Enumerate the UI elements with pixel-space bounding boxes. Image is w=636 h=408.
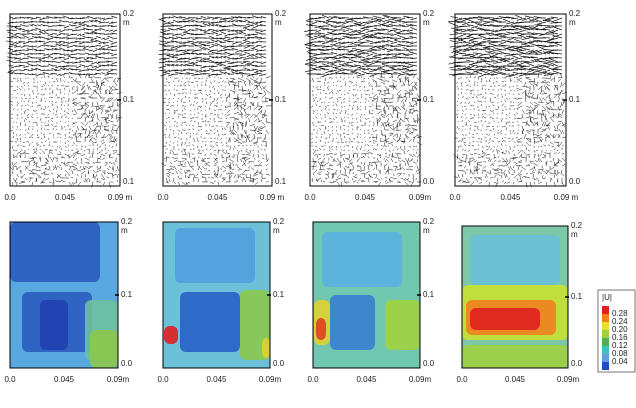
y-tick-label: m xyxy=(569,18,576,27)
x-tick-label: 0.09m xyxy=(259,375,282,384)
x-tick-label: 0.0 xyxy=(307,375,319,384)
contour-region xyxy=(175,228,255,283)
contour-map xyxy=(10,222,118,368)
y-tick-label: 0.0 xyxy=(273,359,285,368)
y-tick-label: 0.1 xyxy=(569,95,581,104)
x-tick-label: 0.09 m xyxy=(108,193,133,202)
x-tick-label: 0.09m xyxy=(107,375,130,384)
x-tick-label: 0.0 xyxy=(449,193,461,202)
y-tick-label: 0.0 xyxy=(121,359,133,368)
y-tick-label: 0.2 xyxy=(123,9,135,18)
x-tick-label: 0.045 xyxy=(500,193,521,202)
y-tick-label: m xyxy=(121,226,128,235)
contour-region xyxy=(470,235,560,285)
y-tick-label: 0.1 xyxy=(571,292,583,301)
y-tick-label: 0.1 xyxy=(123,177,135,186)
y-tick-label: m xyxy=(423,226,430,235)
contour-region xyxy=(470,308,540,330)
y-tick-label: 0.0 xyxy=(423,359,435,368)
contour-region xyxy=(316,318,326,340)
contour-region xyxy=(322,232,402,287)
vector-field xyxy=(159,14,272,186)
y-tick-label: m xyxy=(423,18,430,27)
x-tick-label: 0.045 xyxy=(206,375,227,384)
y-tick-label: m xyxy=(123,18,130,27)
x-tick-label: 0.09m xyxy=(409,193,432,202)
y-tick-label: 0.1 xyxy=(275,95,287,104)
y-tick-label: 0.2 xyxy=(569,9,581,18)
y-tick-label: 0.2 xyxy=(275,9,287,18)
contour-region xyxy=(164,326,178,344)
contour-region xyxy=(462,345,568,368)
colorbar: |U|0.280.240.200.160.120.080.04 xyxy=(598,290,635,372)
figure: 0.00.0450.09 m0.2m0.10.10.00.0450.09 m0.… xyxy=(0,0,636,408)
contour-region xyxy=(10,222,100,282)
x-tick-label: 0.0 xyxy=(304,193,316,202)
y-tick-label: 0.2 xyxy=(273,217,285,226)
x-tick-label: 0.09m xyxy=(409,375,432,384)
vector-field xyxy=(6,14,121,188)
y-tick-label: 0.2 xyxy=(423,217,435,226)
contour-map xyxy=(163,222,270,368)
colorbar-swatch xyxy=(602,346,609,354)
colorbar-swatch xyxy=(602,362,609,370)
colorbar-swatch xyxy=(602,330,609,338)
x-tick-label: 0.0 xyxy=(456,375,468,384)
x-tick-label: 0.045 xyxy=(356,375,377,384)
colorbar-swatch xyxy=(602,322,609,330)
x-tick-label: 0.045 xyxy=(505,375,526,384)
colorbar-swatch xyxy=(602,354,609,362)
y-tick-label: 0.1 xyxy=(423,290,435,299)
y-tick-label: 0.1 xyxy=(121,290,133,299)
y-tick-label: 0.1 xyxy=(273,290,285,299)
y-tick-label: m xyxy=(571,230,578,239)
contour-map xyxy=(462,226,568,368)
contour-region xyxy=(180,292,240,352)
x-tick-label: 0.09 m xyxy=(260,193,285,202)
y-tick-label: 0.2 xyxy=(121,217,133,226)
x-tick-label: 0.09m xyxy=(557,375,580,384)
x-tick-label: 0.0 xyxy=(4,193,16,202)
colorbar-swatch xyxy=(602,306,609,314)
y-tick-label: 0.0 xyxy=(571,359,583,368)
x-tick-label: 0.045 xyxy=(55,193,76,202)
y-tick-label: m xyxy=(273,226,280,235)
x-tick-label: 0.0 xyxy=(4,375,16,384)
contour-region xyxy=(262,338,270,358)
y-tick-label: m xyxy=(275,18,282,27)
x-tick-label: 0.045 xyxy=(355,193,376,202)
vector-field xyxy=(304,14,422,186)
contour-map xyxy=(313,222,420,368)
contour-region xyxy=(90,330,118,368)
x-tick-label: 0.09 m xyxy=(554,193,579,202)
y-tick-label: 0.1 xyxy=(423,95,435,104)
y-tick-label: 0.2 xyxy=(423,9,435,18)
y-tick-label: 0.0 xyxy=(569,177,581,186)
y-tick-label: 0.0 xyxy=(423,177,435,186)
panel-frame xyxy=(163,14,272,186)
contour-region xyxy=(385,300,420,350)
x-tick-label: 0.0 xyxy=(157,193,169,202)
colorbar-title: |U| xyxy=(602,293,612,302)
x-tick-label: 0.045 xyxy=(54,375,75,384)
contour-region xyxy=(40,300,68,350)
y-tick-label: 0.1 xyxy=(275,177,287,186)
contour-region xyxy=(330,295,375,350)
y-tick-label: 0.1 xyxy=(123,95,135,104)
colorbar-swatch xyxy=(602,314,609,322)
y-tick-label: 0.2 xyxy=(571,221,583,230)
colorbar-label: 0.04 xyxy=(612,357,628,366)
x-tick-label: 0.0 xyxy=(157,375,169,384)
colorbar-swatch xyxy=(602,338,609,346)
vector-field xyxy=(448,14,566,188)
panel-frame xyxy=(310,14,420,186)
x-tick-label: 0.045 xyxy=(207,193,228,202)
